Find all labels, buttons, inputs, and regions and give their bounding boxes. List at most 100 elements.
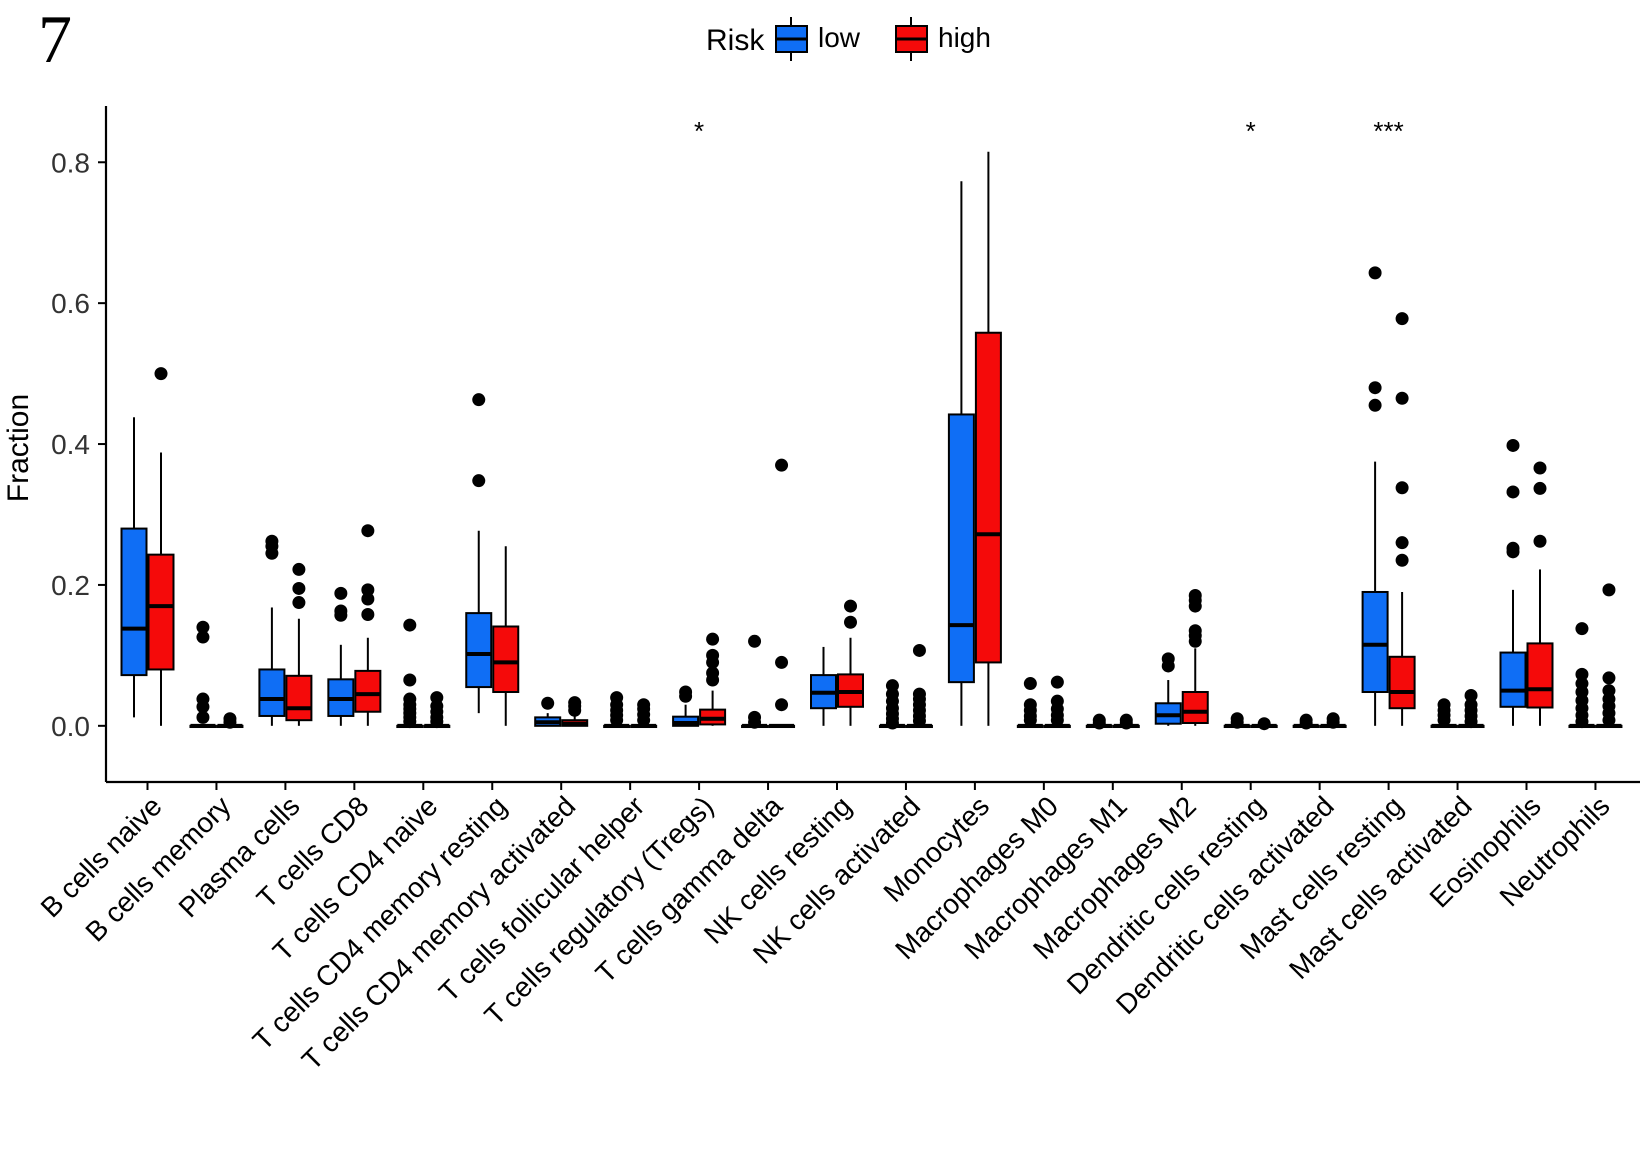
- outlier-point: [1464, 689, 1478, 703]
- box-high: [492, 546, 520, 726]
- box-low: [189, 620, 217, 729]
- outlier-point: [1602, 713, 1616, 727]
- outlier-point: [1575, 622, 1589, 636]
- outlier-point: [1575, 667, 1589, 681]
- outlier-point: [1368, 381, 1382, 395]
- outlier-point: [1395, 536, 1409, 550]
- outlier-point: [912, 643, 926, 657]
- box-iqr: [465, 612, 493, 689]
- box-iqr: [492, 625, 520, 694]
- box-low: [603, 691, 631, 729]
- box-iqr: [354, 669, 382, 713]
- box-low: [1499, 438, 1527, 726]
- boxes: [120, 151, 1623, 731]
- significance-labels: * * ***: [694, 116, 1404, 146]
- box-high: [1457, 689, 1485, 729]
- outlier-point: [1050, 675, 1064, 689]
- outlier-point: [403, 715, 417, 729]
- outlier-point: [775, 655, 789, 669]
- box-iqr: [147, 553, 175, 671]
- outlier-point: [472, 474, 486, 488]
- outlier-point: [541, 696, 555, 710]
- outlier-point: [885, 716, 899, 730]
- outlier-point: [1023, 713, 1037, 727]
- outlier-point: [1188, 599, 1202, 613]
- outlier-point: [1602, 583, 1616, 597]
- box-iqr: [1388, 655, 1416, 710]
- outlier-point: [196, 710, 210, 724]
- outlier-point: [637, 713, 651, 727]
- outlier-point: [292, 581, 306, 595]
- box-high: [1112, 713, 1140, 730]
- legend-label: low: [818, 22, 861, 53]
- y-tick-label: 0.2: [51, 570, 90, 601]
- outlier-point: [361, 524, 375, 538]
- outlier-point: [154, 367, 168, 381]
- box-low: [1430, 698, 1458, 729]
- significance-label: *: [694, 116, 704, 146]
- box-low: [672, 685, 700, 727]
- outlier-point: [361, 608, 375, 622]
- outlier-point: [1395, 312, 1409, 326]
- outlier-point: [1092, 716, 1106, 730]
- outlier-point: [706, 673, 720, 687]
- outlier-point: [1533, 534, 1547, 548]
- outlier-point: [775, 458, 789, 472]
- box-high: [1595, 583, 1623, 729]
- outlier-point: [1395, 481, 1409, 495]
- outlier-point: [361, 583, 375, 597]
- box-low: [1154, 652, 1182, 726]
- box-high: [1043, 675, 1071, 729]
- y-tick-label: 0.8: [51, 147, 90, 178]
- outlier-point: [1506, 545, 1520, 559]
- outlier-point: [430, 715, 444, 729]
- outlier-point: [1602, 671, 1616, 685]
- outlier-point: [265, 546, 279, 560]
- outlier-point: [1257, 717, 1271, 731]
- y-axis-label: Fraction: [2, 394, 35, 502]
- outlier-point: [1050, 713, 1064, 727]
- box-low: [258, 534, 286, 726]
- legend: Risk low high: [706, 17, 991, 61]
- outlier-point: [844, 599, 857, 613]
- box-low: [465, 393, 493, 714]
- box-low: [878, 679, 906, 730]
- outlier-point: [610, 713, 624, 727]
- box-iqr: [1361, 590, 1389, 694]
- box-high: [974, 151, 1002, 726]
- box-low: [1568, 622, 1596, 729]
- box-high: [147, 367, 175, 726]
- box-high: [1250, 717, 1278, 731]
- outlier-point: [292, 562, 306, 576]
- outlier-point: [1368, 266, 1382, 280]
- outlier-point: [706, 655, 720, 669]
- outlier-point: [1506, 485, 1520, 499]
- legend-title: Risk: [706, 24, 765, 57]
- box-high: [630, 698, 658, 729]
- outlier-point: [775, 698, 789, 712]
- box-iqr: [1181, 691, 1209, 725]
- outlier-point: [1119, 716, 1133, 730]
- outlier-point: [292, 596, 306, 610]
- outlier-point: [334, 586, 348, 600]
- outlier-point: [223, 715, 237, 729]
- box-low: [1361, 266, 1389, 726]
- outlier-point: [1575, 715, 1589, 729]
- box-high: [1319, 712, 1347, 729]
- box-high: [1526, 461, 1554, 726]
- box-high: [1181, 589, 1209, 726]
- outlier-point: [1299, 716, 1313, 730]
- legend-key-high: high: [895, 17, 991, 61]
- y-tick-label: 0.6: [51, 288, 90, 319]
- outlier-point: [1506, 438, 1520, 452]
- outlier-point: [472, 393, 486, 407]
- box-high: [561, 696, 589, 727]
- box-iqr: [947, 413, 975, 684]
- outlier-point: [748, 634, 762, 648]
- box-low: [947, 181, 975, 726]
- box-high: [837, 599, 864, 726]
- outlier-point: [361, 592, 375, 606]
- box-iqr: [1499, 651, 1527, 708]
